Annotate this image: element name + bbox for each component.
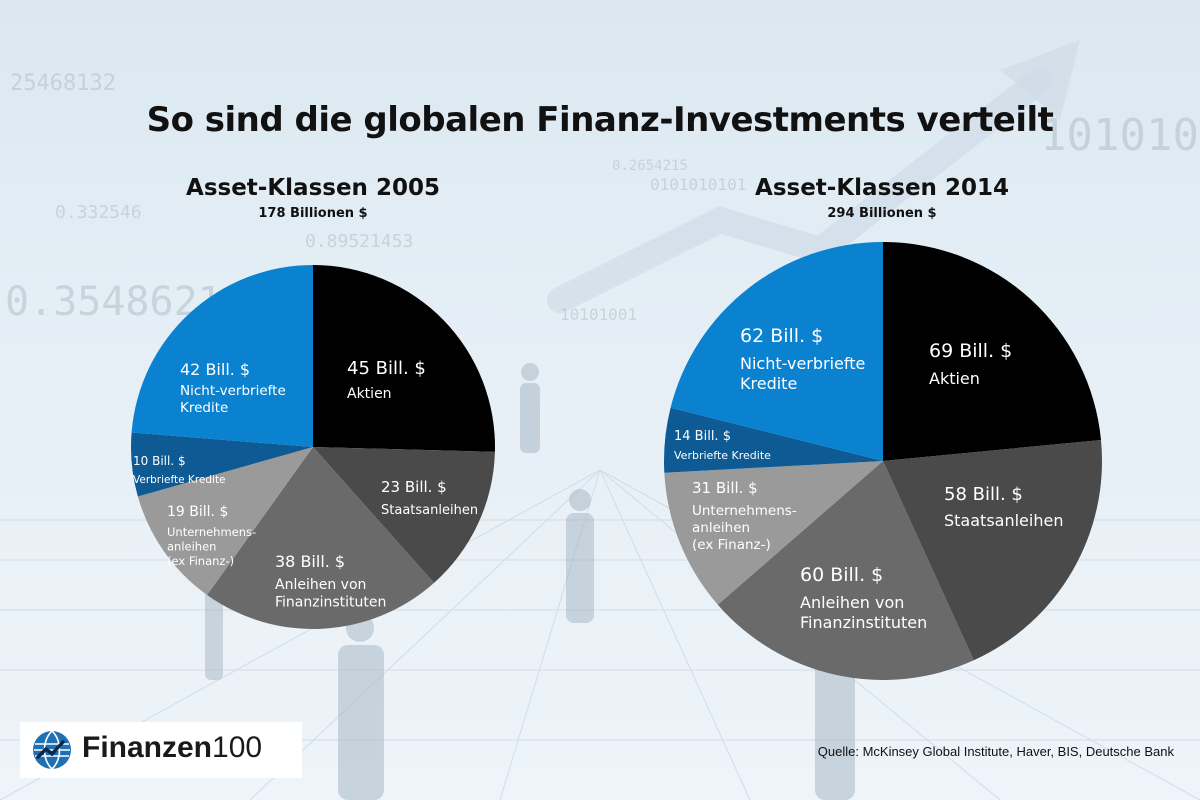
pie-1-value-anleihen_finanz: 60 Bill. $ [800, 564, 883, 586]
pie-1-slice-staatsanleihen [883, 439, 1102, 661]
pie-1-value-staatsanleihen: 58 Bill. $ [944, 484, 1023, 505]
pie-1-slice-aktien [883, 242, 1101, 461]
pie-1-slice-anleihen_finanz [717, 461, 974, 680]
pie-0-slice-unternehmensanleihen [137, 447, 313, 595]
pie-1-label-anleihen_finanz: Anleihen von Finanzinstituten [800, 593, 927, 632]
globe-chart-icon [33, 730, 71, 770]
pie-0-slice-anleihen_finanz [207, 447, 435, 629]
pie-0-slice-verbriefte [131, 432, 313, 497]
pie-1-value-aktien: 69 Bill. $ [929, 340, 1012, 362]
pie-1-slice-unternehmensanleihen [664, 461, 883, 605]
pie-0-label-aktien: Aktien [347, 386, 392, 402]
pie-1-value-unternehmensanleihen: 31 Bill. $ [692, 479, 758, 497]
pie-1-value-nicht_verbriefte: 62 Bill. $ [740, 325, 823, 347]
pie-1-label-unternehmensanleihen: Unternehmens-anleihen (ex Finanz-) [692, 503, 797, 553]
pie-0-slice-nicht_verbriefte [131, 265, 313, 447]
pie-0-label-anleihen_finanz: Anleihen von Finanzinstituten [275, 577, 386, 611]
pie-1-slice-nicht_verbriefte [670, 242, 883, 461]
pie-0-value-unternehmensanleihen: 19 Bill. $ [167, 504, 228, 520]
background-number: 0.2654215 [612, 158, 688, 174]
pie-1-slice-verbriefte [663, 407, 883, 473]
pie-0-label-nicht_verbriefte: Nicht-verbriefte Kredite [180, 383, 286, 416]
brand-logo: Finanzen100 [20, 722, 302, 778]
chart-2014-title: Asset-Klassen 2014 [755, 175, 1009, 201]
pie-0-value-anleihen_finanz: 38 Bill. $ [275, 552, 345, 571]
background-number: 25468132 [10, 71, 116, 96]
chart-2005-title: Asset-Klassen 2005 [186, 175, 440, 201]
background-number: 0101010101 [650, 175, 746, 194]
background-number: 10101001 [560, 305, 637, 324]
pie-0-value-staatsanleihen: 23 Bill. $ [381, 478, 447, 496]
pie-0-label-staatsanleihen: Staatsanleihen [381, 503, 478, 518]
background-number: 0.89521453 [305, 231, 413, 252]
pie-0-value-verbriefte: 10 Bill. $ [133, 454, 186, 468]
pie-1-label-aktien: Aktien [929, 369, 980, 388]
pie-0-value-aktien: 45 Bill. $ [347, 358, 426, 379]
pie-0-value-nicht_verbriefte: 42 Bill. $ [180, 360, 250, 379]
chart-2005-total: 178 Billionen $ [258, 206, 368, 221]
background-number: 0.332546 [55, 202, 142, 223]
background-number: 1010101 [1040, 110, 1200, 161]
pie-0-slice-aktien [313, 265, 495, 452]
brand-name: Finanzen100 [82, 731, 263, 764]
pie-1-value-verbriefte: 14 Bill. $ [674, 429, 731, 444]
pie-1-label-staatsanleihen: Staatsanleihen [944, 511, 1063, 530]
source-note: Quelle: McKinsey Global Institute, Haver… [817, 744, 1174, 759]
page-title: So sind die globalen Finanz-Investments … [146, 100, 1054, 140]
pie-0-label-verbriefte: Verbriefte Kredite [133, 474, 226, 486]
pie-1-label-verbriefte: Verbriefte Kredite [674, 449, 771, 462]
chart-2014-total: 294 Billionen $ [827, 206, 937, 221]
pie-1-label-nicht_verbriefte: Nicht-verbriefte Kredite [740, 354, 865, 393]
pie-0-label-unternehmensanleihen: Unternehmens-anleihen (ex Finanz-) [167, 525, 256, 568]
pie-0-slice-staatsanleihen [313, 447, 495, 583]
